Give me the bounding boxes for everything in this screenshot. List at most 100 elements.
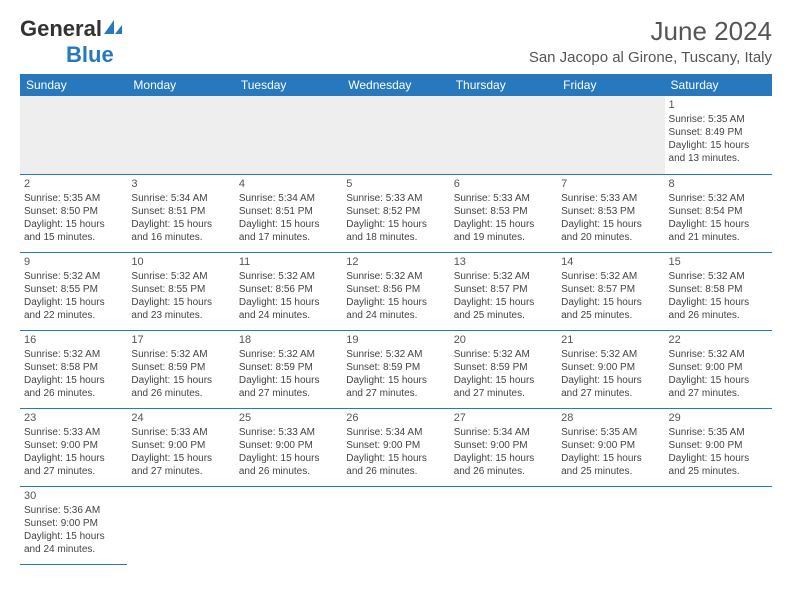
day-detail: Daylight: 15 hours [561, 218, 660, 231]
day-detail: Sunset: 8:55 PM [131, 283, 230, 296]
calendar-empty [665, 486, 772, 564]
day-detail: Sunrise: 5:35 AM [669, 426, 768, 439]
calendar-week: 1Sunrise: 5:35 AMSunset: 8:49 PMDaylight… [20, 96, 772, 174]
day-detail: Daylight: 15 hours [561, 452, 660, 465]
weekday-header: Friday [557, 74, 664, 96]
day-detail: Sunset: 8:59 PM [454, 361, 553, 374]
day-number: 8 [669, 177, 768, 191]
day-detail: Sunset: 9:00 PM [131, 439, 230, 452]
day-detail: Sunset: 9:00 PM [669, 439, 768, 452]
day-detail: Sunset: 9:00 PM [239, 439, 338, 452]
calendar-week: 2Sunrise: 5:35 AMSunset: 8:50 PMDaylight… [20, 174, 772, 252]
day-detail: and 25 minutes. [561, 309, 660, 322]
day-detail: Sunrise: 5:34 AM [454, 426, 553, 439]
day-detail: Daylight: 15 hours [24, 452, 123, 465]
day-detail: Daylight: 15 hours [131, 218, 230, 231]
day-detail: Sunrise: 5:33 AM [24, 426, 123, 439]
day-detail: Daylight: 15 hours [346, 374, 445, 387]
day-detail: Daylight: 15 hours [24, 296, 123, 309]
calendar-day: 11Sunrise: 5:32 AMSunset: 8:56 PMDayligh… [235, 252, 342, 330]
day-detail: Sunset: 9:00 PM [24, 439, 123, 452]
day-detail: Sunset: 8:59 PM [239, 361, 338, 374]
day-detail: and 27 minutes. [346, 387, 445, 400]
day-detail: Sunrise: 5:36 AM [24, 504, 123, 517]
calendar-day: 12Sunrise: 5:32 AMSunset: 8:56 PMDayligh… [342, 252, 449, 330]
calendar-day: 13Sunrise: 5:32 AMSunset: 8:57 PMDayligh… [450, 252, 557, 330]
calendar-week: 9Sunrise: 5:32 AMSunset: 8:55 PMDaylight… [20, 252, 772, 330]
day-detail: Sunrise: 5:33 AM [454, 192, 553, 205]
day-detail: and 21 minutes. [669, 231, 768, 244]
day-detail: Sunrise: 5:33 AM [561, 192, 660, 205]
calendar-empty [450, 96, 557, 174]
day-number: 22 [669, 333, 768, 347]
calendar-body: 1Sunrise: 5:35 AMSunset: 8:49 PMDaylight… [20, 96, 772, 564]
day-detail: and 24 minutes. [24, 543, 123, 556]
day-detail: Daylight: 15 hours [454, 374, 553, 387]
calendar-empty [450, 486, 557, 564]
day-number: 9 [24, 255, 123, 269]
logo-text-a: General [20, 16, 102, 41]
calendar-empty [235, 96, 342, 174]
calendar-week: 23Sunrise: 5:33 AMSunset: 9:00 PMDayligh… [20, 408, 772, 486]
calendar-day: 2Sunrise: 5:35 AMSunset: 8:50 PMDaylight… [20, 174, 127, 252]
day-number: 14 [561, 255, 660, 269]
day-detail: Daylight: 15 hours [239, 218, 338, 231]
weekday-header: Sunday [20, 74, 127, 96]
day-detail: Sunrise: 5:32 AM [454, 348, 553, 361]
day-detail: Sunrise: 5:32 AM [561, 270, 660, 283]
calendar-empty [557, 486, 664, 564]
day-number: 24 [131, 411, 230, 425]
day-detail: and 23 minutes. [131, 309, 230, 322]
calendar-empty [557, 96, 664, 174]
calendar-day: 4Sunrise: 5:34 AMSunset: 8:51 PMDaylight… [235, 174, 342, 252]
month-title: June 2024 [529, 16, 772, 47]
weekday-header: Monday [127, 74, 234, 96]
calendar-table: SundayMondayTuesdayWednesdayThursdayFrid… [20, 74, 772, 565]
calendar-day: 3Sunrise: 5:34 AMSunset: 8:51 PMDaylight… [127, 174, 234, 252]
day-detail: Sunrise: 5:32 AM [454, 270, 553, 283]
day-detail: Sunset: 8:51 PM [131, 205, 230, 218]
day-detail: Daylight: 15 hours [346, 218, 445, 231]
day-number: 17 [131, 333, 230, 347]
day-detail: Daylight: 15 hours [24, 530, 123, 543]
day-detail: and 26 minutes. [239, 465, 338, 478]
day-detail: Sunset: 9:00 PM [24, 517, 123, 530]
day-detail: and 15 minutes. [24, 231, 123, 244]
calendar-day: 8Sunrise: 5:32 AMSunset: 8:54 PMDaylight… [665, 174, 772, 252]
day-detail: and 26 minutes. [669, 309, 768, 322]
calendar-day: 14Sunrise: 5:32 AMSunset: 8:57 PMDayligh… [557, 252, 664, 330]
day-detail: and 26 minutes. [346, 465, 445, 478]
day-detail: Daylight: 15 hours [239, 296, 338, 309]
day-detail: Sunset: 8:54 PM [669, 205, 768, 218]
day-number: 23 [24, 411, 123, 425]
calendar-day: 16Sunrise: 5:32 AMSunset: 8:58 PMDayligh… [20, 330, 127, 408]
day-detail: Daylight: 15 hours [346, 452, 445, 465]
day-detail: Sunrise: 5:32 AM [561, 348, 660, 361]
day-detail: Sunset: 9:00 PM [346, 439, 445, 452]
calendar-week: 30Sunrise: 5:36 AMSunset: 9:00 PMDayligh… [20, 486, 772, 564]
calendar-day: 29Sunrise: 5:35 AMSunset: 9:00 PMDayligh… [665, 408, 772, 486]
weekday-header: Wednesday [342, 74, 449, 96]
calendar-day: 19Sunrise: 5:32 AMSunset: 8:59 PMDayligh… [342, 330, 449, 408]
day-detail: Sunrise: 5:32 AM [24, 348, 123, 361]
day-detail: Daylight: 15 hours [669, 296, 768, 309]
weekday-header: Saturday [665, 74, 772, 96]
day-detail: Daylight: 15 hours [346, 296, 445, 309]
calendar-day: 10Sunrise: 5:32 AMSunset: 8:55 PMDayligh… [127, 252, 234, 330]
day-number: 28 [561, 411, 660, 425]
calendar-day: 25Sunrise: 5:33 AMSunset: 9:00 PMDayligh… [235, 408, 342, 486]
day-detail: Sunrise: 5:32 AM [346, 270, 445, 283]
day-detail: Daylight: 15 hours [454, 296, 553, 309]
day-number: 21 [561, 333, 660, 347]
logo-text-b: Blue [66, 42, 114, 67]
calendar-day: 23Sunrise: 5:33 AMSunset: 9:00 PMDayligh… [20, 408, 127, 486]
day-detail: Sunrise: 5:35 AM [24, 192, 123, 205]
weekday-header: Thursday [450, 74, 557, 96]
day-detail: Daylight: 15 hours [131, 296, 230, 309]
day-number: 30 [24, 489, 123, 503]
day-detail: Sunrise: 5:32 AM [669, 270, 768, 283]
day-detail: Sunrise: 5:34 AM [239, 192, 338, 205]
brand-logo: General Blue [20, 16, 124, 68]
day-detail: Daylight: 15 hours [131, 374, 230, 387]
day-number: 12 [346, 255, 445, 269]
